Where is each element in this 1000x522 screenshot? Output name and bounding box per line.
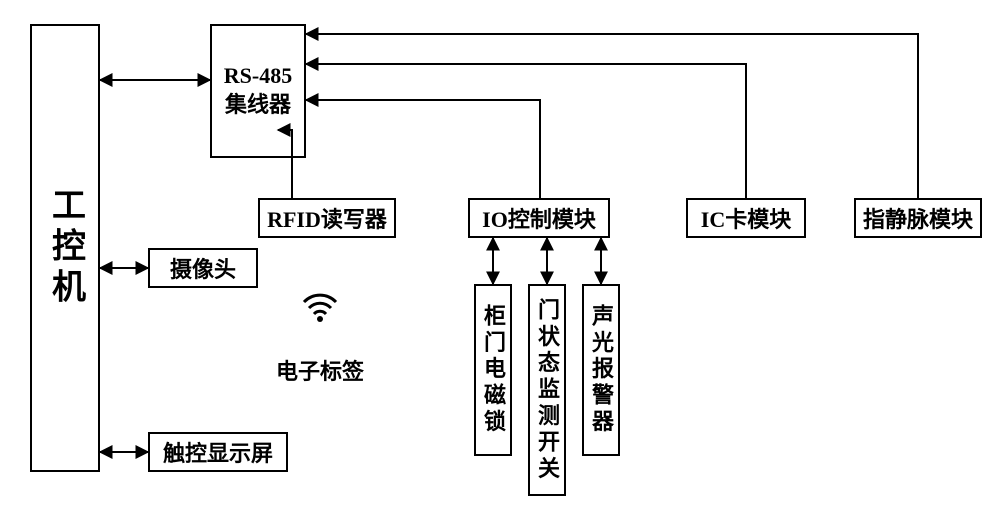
label-finger: 指静脉模块	[863, 202, 973, 234]
label-door: 门状态监测开关	[531, 298, 563, 483]
label-lock: 柜门电磁锁	[477, 304, 509, 436]
box-rfid: RFID读写器	[258, 198, 396, 238]
box-ic: IC卡模块	[686, 198, 806, 238]
label-hub: RS-485 集线器	[224, 62, 292, 119]
label-io: IO控制模块	[482, 202, 596, 234]
box-finger: 指静脉模块	[854, 198, 982, 238]
arrow-ic-hub	[306, 64, 746, 198]
label-alarm: 声光报警器	[585, 304, 617, 436]
label-ipc: 工控机	[41, 187, 90, 309]
box-touch: 触控显示屏	[148, 432, 288, 472]
box-hub: RS-485 集线器	[210, 24, 306, 158]
box-alarm: 声光报警器	[582, 284, 620, 456]
box-door: 门状态监测开关	[528, 284, 566, 496]
box-io: IO控制模块	[468, 198, 610, 238]
label-touch: 触控显示屏	[163, 436, 273, 468]
diagram-canvas: 工控机 RS-485 集线器 RFID读写器 IO控制模块 IC卡模块 指静脉模…	[0, 0, 1000, 522]
box-lock: 柜门电磁锁	[474, 284, 512, 456]
label-camera: 摄像头	[170, 252, 236, 284]
arrow-io-hub	[306, 100, 540, 198]
box-ipc: 工控机	[30, 24, 100, 472]
box-camera: 摄像头	[148, 248, 258, 288]
label-ic: IC卡模块	[701, 202, 791, 234]
label-rfid: RFID读写器	[267, 202, 387, 234]
label-tag: 电子标签	[276, 354, 364, 386]
arrow-finger-hub	[306, 34, 918, 198]
wifi-icon	[300, 284, 340, 333]
